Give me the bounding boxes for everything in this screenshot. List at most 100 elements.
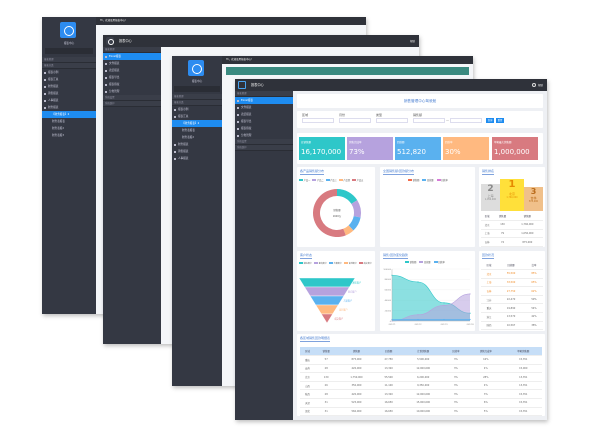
menu-item[interactable]: 分类管理	[103, 88, 161, 95]
column-header[interactable]: 销售额	[337, 347, 376, 357]
menu-item[interactable]: 人事报表	[172, 155, 222, 162]
menu-section[interactable]: 系统设置	[103, 95, 161, 101]
menu-item[interactable]: 销售报表	[172, 148, 222, 155]
menu-item[interactable]: 文件报表	[103, 60, 161, 67]
menu-section[interactable]: 报表分类	[42, 63, 96, 69]
menu-item[interactable]: 财务表报2	[52, 127, 65, 130]
menu-item-active[interactable]: 【财务报表】2	[172, 120, 222, 127]
search-input[interactable]	[174, 86, 220, 92]
menu-item[interactable]: 销售报表	[42, 90, 96, 97]
search-input[interactable]	[45, 48, 93, 54]
menu-item[interactable]: 财务报表	[172, 141, 222, 148]
legend-item[interactable]: 意向客户	[313, 262, 327, 265]
month-input[interactable]	[339, 118, 371, 123]
legend-item[interactable]: 回款率	[433, 260, 445, 264]
legend-item[interactable]: 方案客户	[328, 262, 342, 265]
donut-slice-4[interactable]	[343, 225, 354, 236]
funnel-stage-5[interactable]	[321, 313, 333, 324]
menu-item-active[interactable]: Excel报表	[103, 53, 161, 60]
menu-item[interactable]: 财务报表	[42, 104, 96, 111]
data-point[interactable]	[469, 293, 471, 295]
area-series-2[interactable]	[392, 293, 470, 321]
data-point[interactable]	[417, 314, 419, 316]
menu-item[interactable]: 财务表报表	[52, 120, 65, 123]
column-header[interactable]: 回款额	[375, 347, 402, 357]
menu-section[interactable]: 报表管理	[42, 57, 96, 63]
data-point[interactable]	[443, 302, 445, 304]
file-icon	[237, 106, 239, 109]
menu-item[interactable]: 人事报表	[42, 97, 96, 104]
data-point[interactable]	[417, 318, 419, 321]
menu-section[interactable]: 系统维护	[235, 145, 293, 151]
menu-item-active[interactable]: 【财务报表】2	[42, 111, 96, 118]
menu-item[interactable]: 报表汇总	[42, 76, 96, 83]
range-end-input[interactable]	[450, 118, 482, 123]
menu-item[interactable]: 财务表报表	[182, 129, 195, 132]
data-point[interactable]	[443, 318, 445, 321]
funnel-stage-3[interactable]	[309, 295, 345, 306]
sidebar-item-report[interactable]: 表结报表	[235, 111, 293, 118]
legend-item[interactable]: 销售额	[405, 260, 416, 264]
legend-item[interactable]: 成交客户	[358, 262, 372, 265]
menu-item[interactable]: 财务表报3	[52, 134, 65, 137]
funnel-stage-1[interactable]	[298, 277, 356, 288]
legend-item[interactable]: 产品四	[338, 178, 350, 182]
column-header[interactable]: 回款率	[444, 347, 468, 357]
donut-slice-5[interactable]	[313, 189, 346, 237]
sidebar-item-export[interactable]: 报表导出	[235, 118, 293, 125]
legend-item[interactable]: 回款率	[436, 178, 448, 182]
data-point[interactable]	[469, 318, 471, 321]
sidebar-item-excel[interactable]: Excel报表	[235, 97, 293, 104]
menu-section[interactable]: 报表管理	[103, 47, 161, 53]
menu-item[interactable]: 表结报表	[103, 67, 161, 74]
help-link[interactable]: 帮助	[537, 84, 543, 87]
menu-item[interactable]: 报表导出	[103, 74, 161, 81]
column-header[interactable]: 销售完成率	[467, 347, 505, 357]
column-header[interactable]: 计划销售额	[401, 347, 445, 357]
funnel-stage-2[interactable]	[304, 286, 350, 297]
help-link[interactable]: 帮助	[409, 40, 415, 43]
range-start-input[interactable]	[413, 118, 445, 123]
help-icon[interactable]	[532, 82, 536, 87]
sidebar-item-category[interactable]: 分类管理	[235, 132, 293, 139]
menu-item[interactable]: 报表授权	[103, 81, 161, 88]
data-point[interactable]	[443, 304, 445, 306]
sidebar-item-auth[interactable]: 报表授权	[235, 125, 293, 132]
menu-section[interactable]: 系统维护	[103, 101, 161, 107]
menu-item[interactable]: 报表汇总	[172, 113, 222, 120]
menu-item[interactable]: 财务表报2	[182, 136, 195, 139]
donut-slice-2[interactable]	[351, 200, 361, 218]
table-cell: 4%	[467, 364, 505, 374]
column-header[interactable]: 单笔销售额	[504, 347, 542, 357]
donut-slice-1[interactable]	[337, 189, 358, 204]
area-series-3[interactable]	[392, 319, 470, 321]
menu-section[interactable]: 系统设置	[235, 139, 293, 145]
type-input[interactable]	[376, 118, 408, 123]
legend-item[interactable]: 潜在客户	[299, 262, 312, 265]
legend-item[interactable]: 产品五	[352, 178, 363, 182]
funnel-stage-4[interactable]	[315, 304, 339, 315]
menu-item[interactable]: 报表示例	[172, 106, 222, 113]
menu-item[interactable]: 财务报表	[42, 83, 96, 90]
region-input[interactable]	[302, 118, 334, 123]
query-button[interactable]: 查询	[486, 118, 494, 123]
menu-section[interactable]: 报表分类	[172, 100, 222, 106]
data-point[interactable]	[417, 281, 419, 283]
donut-slice-3[interactable]	[348, 216, 361, 231]
legend-item[interactable]: 销售额	[408, 178, 419, 182]
column-header[interactable]: 区域	[300, 347, 315, 357]
legend-item[interactable]: 产品一	[299, 178, 310, 182]
legend-item[interactable]: 产品二	[312, 178, 324, 182]
legend-item[interactable]: 回款额	[419, 260, 431, 264]
legend-item[interactable]: 产品三	[325, 178, 337, 182]
menu-section[interactable]: 报表管理	[172, 94, 222, 100]
legend-item[interactable]: 谈判客户	[343, 262, 357, 265]
column-header[interactable]: 销售量	[314, 347, 338, 357]
table-cell: 59%	[525, 295, 543, 305]
legend-item[interactable]: 回款额	[422, 178, 434, 182]
menu-section[interactable]: 报表管理	[235, 91, 293, 97]
reset-button[interactable]: 重置	[496, 118, 504, 123]
table-row: 北京 130 1,750,000 55,500 6,200,000 3% 28% 13,351	[300, 372, 542, 382]
menu-item[interactable]: 报表示例	[42, 69, 96, 76]
sidebar-item-file[interactable]: 文件报表	[235, 104, 293, 111]
